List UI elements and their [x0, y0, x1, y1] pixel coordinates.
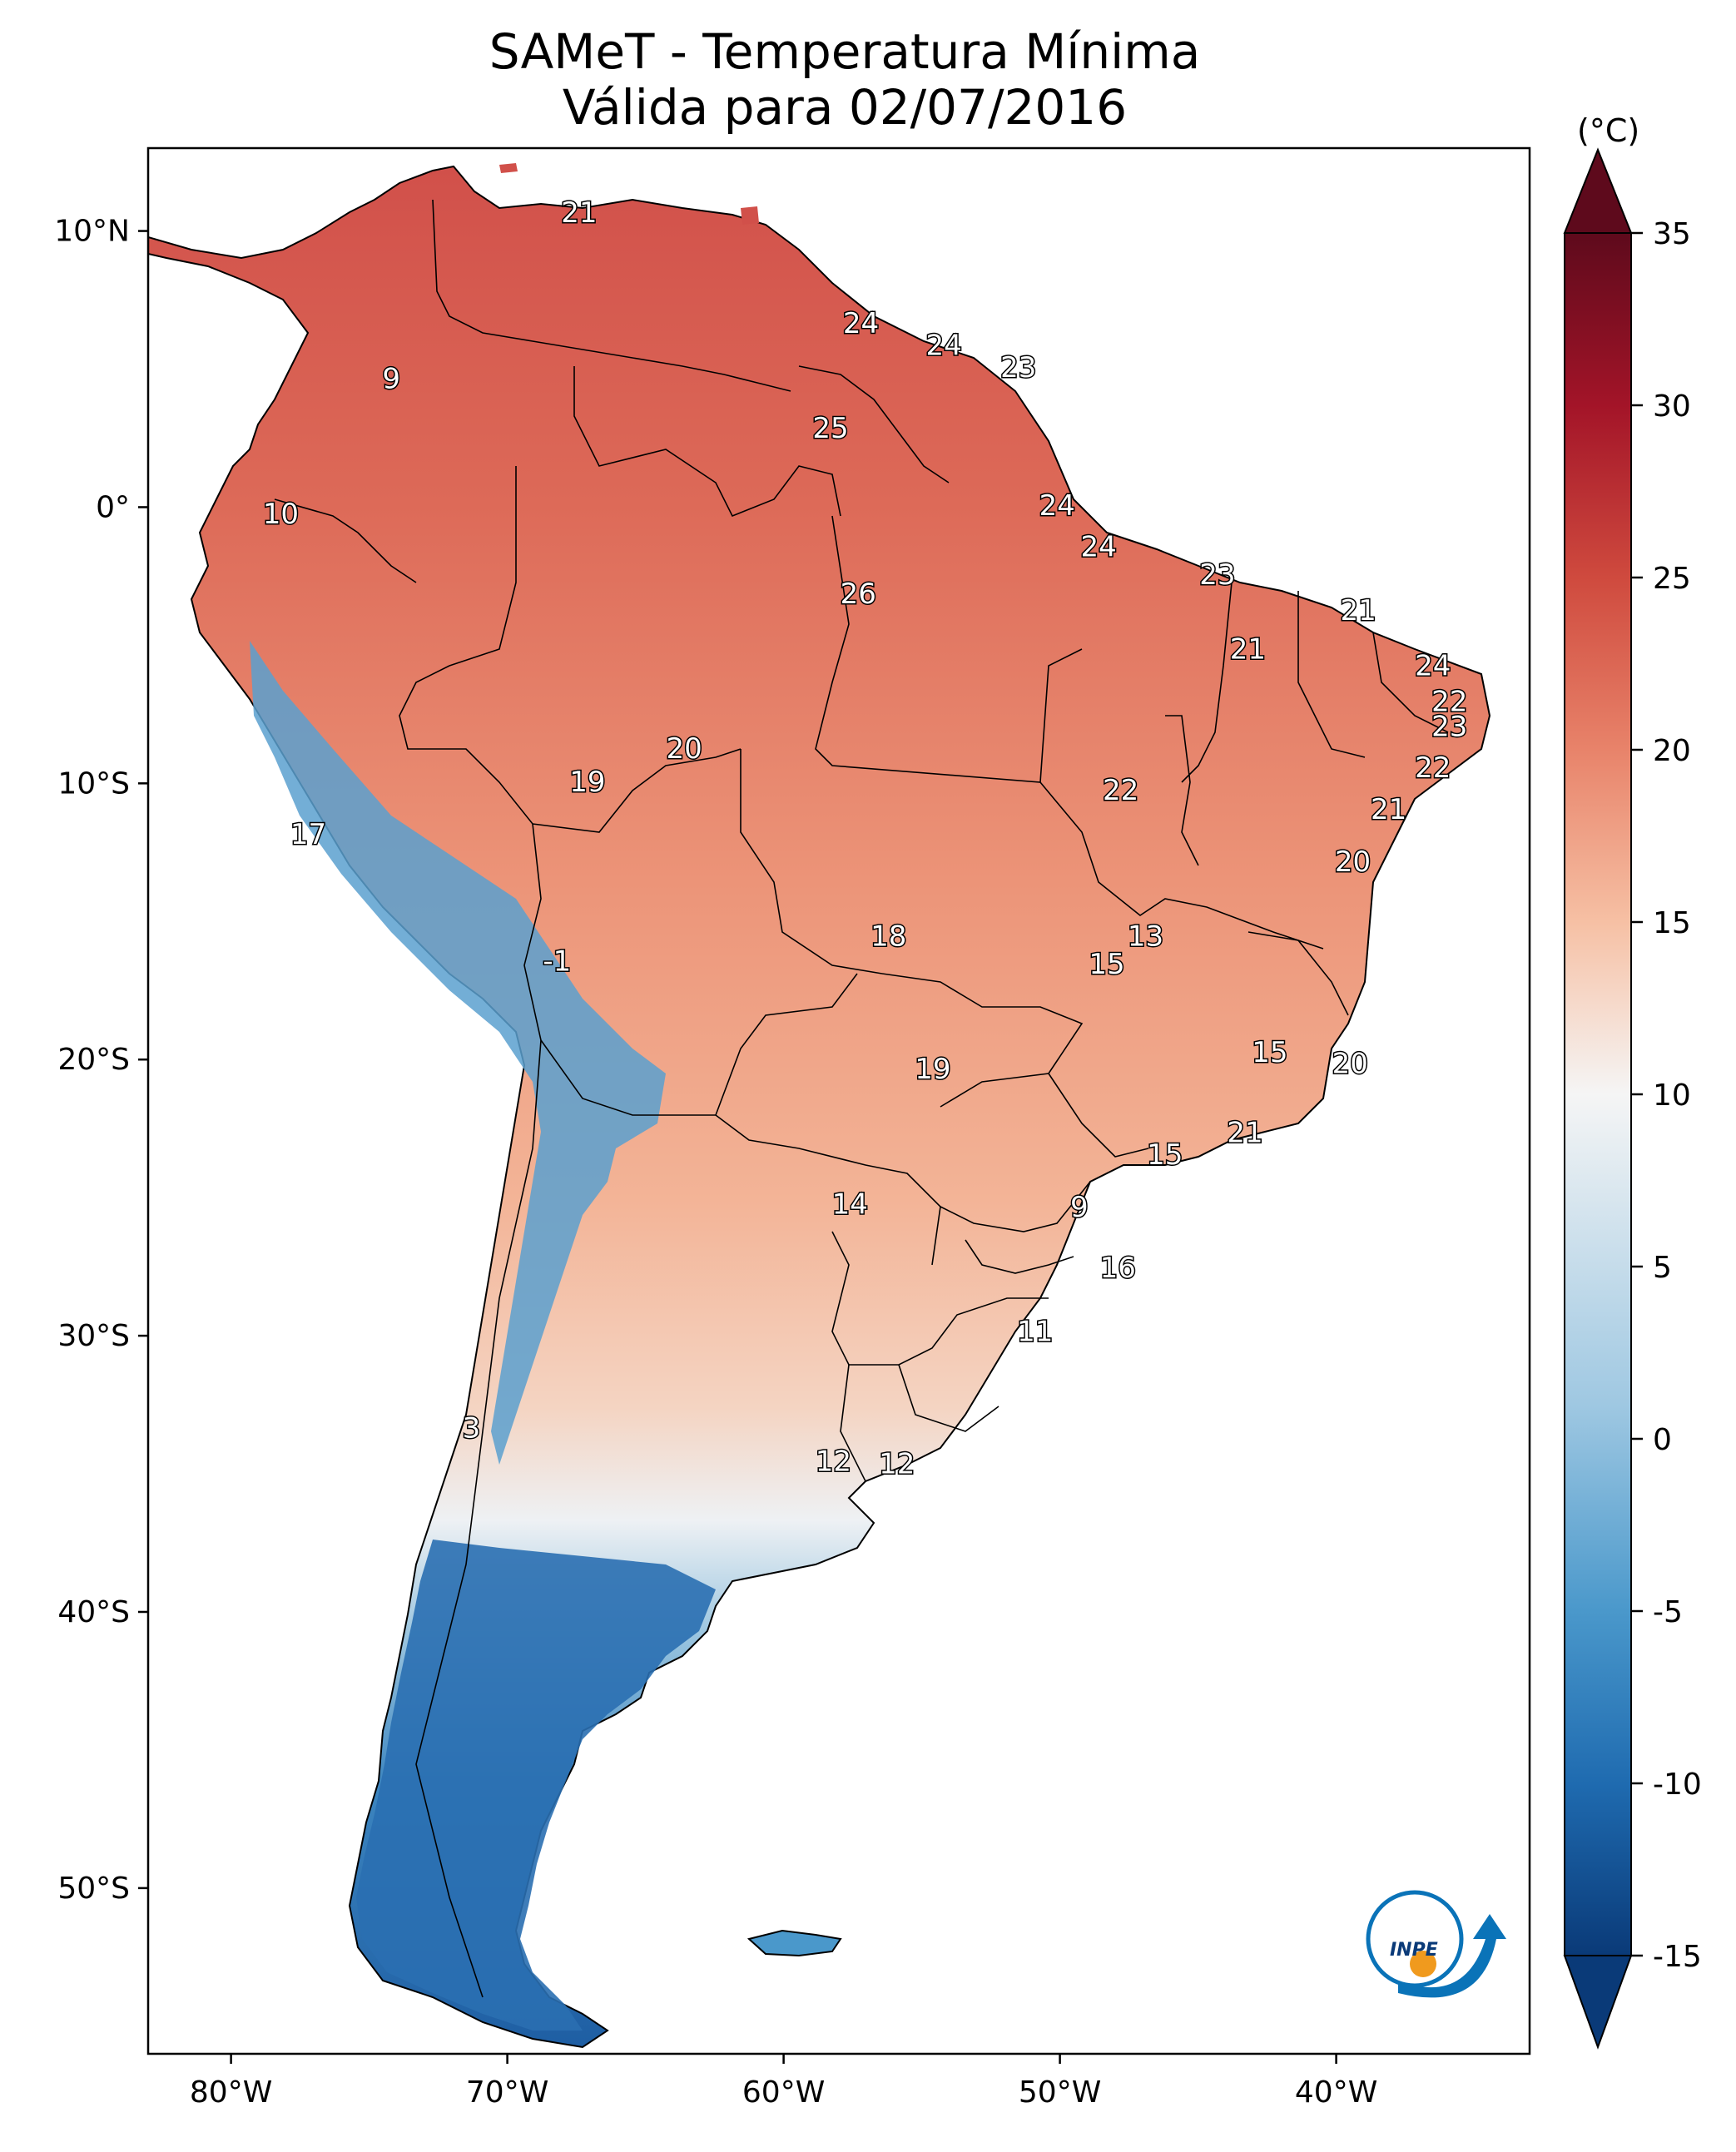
station-value-label: 24: [1039, 489, 1075, 523]
colorbar-tick-label: 30: [1653, 389, 1691, 424]
station-value-label: 21: [1230, 633, 1266, 667]
andes-cold-band: [250, 641, 666, 1465]
station-value-label: 19: [569, 766, 605, 799]
colorbar-tick-label: 15: [1653, 906, 1691, 940]
patagonia-cold-region: [356, 1540, 716, 2031]
lat-tick-label: 10°S: [57, 766, 130, 801]
station-value-label: 20: [666, 732, 702, 766]
colorbar-tick-label: -10: [1653, 1768, 1702, 1802]
station-value-label: 24: [1080, 531, 1116, 564]
station-value-label: 25: [812, 412, 848, 445]
station-value-label: 15: [1089, 948, 1124, 981]
station-value-label: 12: [879, 1448, 915, 1481]
station-value-label: 20: [1332, 1047, 1368, 1080]
station-value-label: 9: [382, 362, 400, 395]
station-value-label: 23: [1199, 558, 1235, 592]
station-value-label: 15: [1252, 1036, 1287, 1069]
lon-tick-label: 80°W: [190, 2075, 272, 2110]
station-value-label: 23: [1431, 710, 1467, 743]
lon-tick-label: 40°W: [1295, 2075, 1377, 2110]
station-value-label: 21: [561, 196, 597, 230]
lat-tick-label: 10°N: [54, 215, 130, 249]
station-value-label: 10: [263, 498, 299, 531]
colorbar-tick-label: 25: [1653, 562, 1691, 596]
lat-tick-label: 20°S: [57, 1043, 130, 1077]
political-borders: [274, 199, 1449, 1998]
station-value-label: 17: [290, 818, 326, 851]
colorbar-tick-label: 5: [1653, 1251, 1672, 1285]
colorbar-top-arrow: [1563, 147, 1633, 234]
station-value-label: 11: [1017, 1315, 1053, 1348]
colorbar-tick-label: 0: [1653, 1423, 1672, 1457]
inpe-logo: INPE: [1366, 1890, 1506, 1998]
colorbar: (°C) 35 30 25 20 15 10 5 0 -5 -10 -15: [1563, 112, 1702, 2050]
lat-tick-label: 0°: [96, 490, 130, 524]
lon-tick-label: 70°W: [466, 2075, 548, 2110]
logo-dot: [1410, 1951, 1436, 1977]
station-value-label: 9: [1070, 1191, 1089, 1224]
station-value-label: 21: [1371, 793, 1406, 826]
colorbar-ticks: 35 30 25 20 15 10 5 0 -5 -10 -15: [1631, 217, 1702, 1974]
station-value-label: -1: [543, 945, 571, 979]
colorbar-tick-label: 35: [1653, 217, 1691, 251]
colorbar-tick-label: 10: [1653, 1078, 1691, 1113]
station-value-label: 13: [1128, 920, 1163, 954]
colorbar-gradient: [1564, 232, 1632, 1956]
colorbar-tick-label: -5: [1653, 1595, 1683, 1629]
station-value-label: 14: [832, 1188, 868, 1222]
station-value-label: 3: [463, 1411, 481, 1445]
latitude-ticks: 10°N 0° 10°S 20°S 30°S 40°S 50°S: [54, 215, 148, 1906]
logo-arrow: [1398, 1914, 1506, 1998]
map-title-line-1: SAMeT - Temperatura Mínima: [489, 23, 1201, 80]
colorbar-unit: (°C): [1577, 112, 1639, 149]
colorbar-tick-label: 20: [1653, 734, 1691, 768]
longitude-ticks: 80°W 70°W 60°W 50°W 40°W: [190, 2054, 1377, 2110]
station-value-label: 18: [870, 920, 906, 954]
lat-tick-label: 40°S: [57, 1595, 130, 1629]
station-value-label: 22: [1431, 686, 1467, 719]
lat-tick-label: 50°S: [57, 1872, 130, 1906]
station-value-label: 24: [926, 329, 962, 362]
station-value-label: 22: [1103, 774, 1138, 807]
lat-tick-label: 30°S: [57, 1319, 130, 1353]
logo-text: INPE: [1390, 1940, 1438, 1961]
station-value-label: 26: [841, 578, 876, 611]
falkland-islands: [746, 1929, 842, 1957]
colorbar-bottom-arrow: [1563, 1955, 1633, 2050]
map-frame: [146, 146, 1531, 2055]
station-value-label: 22: [1415, 751, 1451, 785]
station-value-label: 20: [1335, 845, 1371, 879]
colorbar-tick-label: -15: [1653, 1940, 1702, 1974]
station-value-label: 21: [1227, 1116, 1262, 1149]
station-value-label: 16: [1100, 1252, 1136, 1285]
lon-tick-label: 50°W: [1019, 2075, 1101, 2110]
station-value-label: 19: [915, 1053, 950, 1086]
lon-tick-label: 60°W: [742, 2075, 825, 2110]
station-value-label: 24: [1415, 649, 1451, 682]
station-value-label: 23: [1000, 351, 1036, 384]
station-value-label: 21: [1341, 594, 1376, 627]
station-value-label: 24: [843, 307, 879, 340]
map-title-line-2: Válida para 02/07/2016: [562, 79, 1128, 136]
station-value-label: 12: [816, 1445, 851, 1478]
station-value-label: 15: [1147, 1138, 1183, 1172]
